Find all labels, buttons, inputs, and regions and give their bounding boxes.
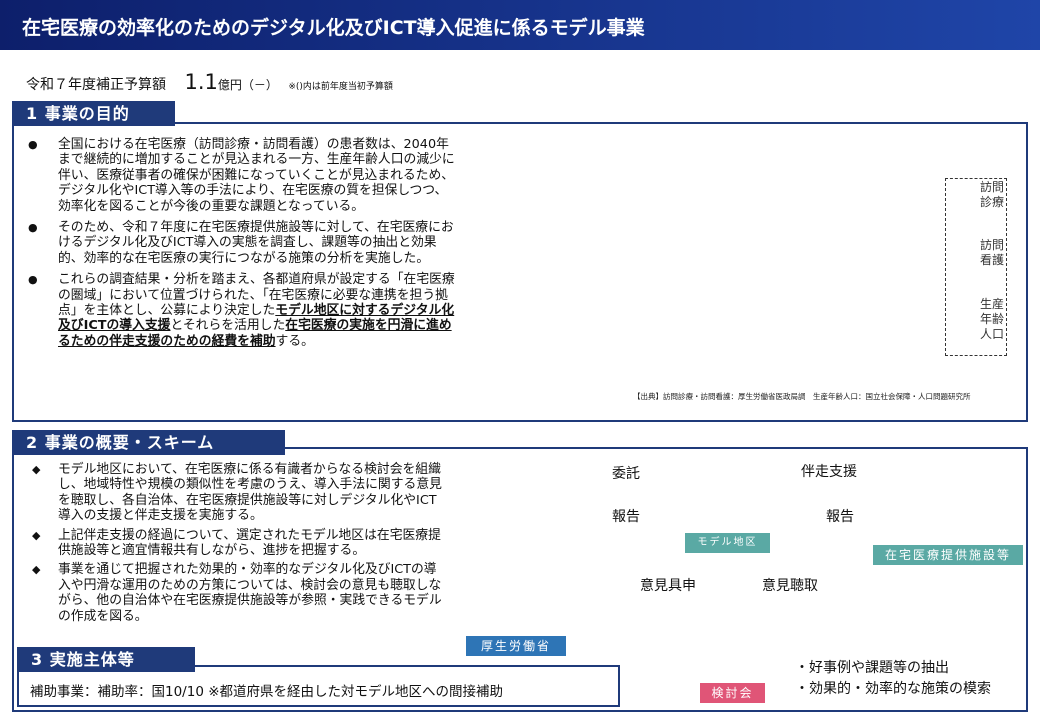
node-label: 検討会 xyxy=(700,683,765,703)
outcome: ・効果的・効率的な施策の模索 xyxy=(795,681,991,697)
arrow-label: 意見具申 xyxy=(640,578,696,594)
bullet-text: これらの調査結果・分析を踏まえ、各都道府県が設定する「在宅医療の圏域」において位… xyxy=(58,272,455,319)
bullet-text: 全国における在宅医療（訪問診療・訪問看護）の患者数は、2040年まで継続的に増加… xyxy=(58,137,455,214)
bullet: そのため、令和７年度に在宅医療提供施設等に対して、在宅医療におけるデジタル化及び… xyxy=(28,220,456,266)
node-label: モデル地区 xyxy=(685,533,770,553)
page-title: 在宅医療の効率化のためのデジタル化及びICT導入促進に係るモデル事業 xyxy=(22,17,645,39)
bullet-text: とそれらを活用した xyxy=(170,318,286,334)
arrow-label: 報告 xyxy=(612,509,640,525)
budget-amount: 1.1 xyxy=(184,70,218,94)
bullet: 上記伴走支援の経過について、選定されたモデル地区は在宅医療提供施設等と適宜情報共… xyxy=(30,528,448,559)
budget-label: 令和７年度補正予算額 xyxy=(26,77,166,93)
node-label: 厚生労働省 xyxy=(466,636,566,656)
arrow-label: 意見聴取 xyxy=(762,578,818,594)
section-heading: 2 事業の概要・スキーム xyxy=(12,430,285,455)
budget: 令和７年度補正予算額 1.1億円（－） ※()内は前年度当初予算額 xyxy=(26,70,393,94)
bullet: 事業を通じて把握された効果的・効率的なデジタル化及びICTの導入や円滑な運用のた… xyxy=(30,562,448,624)
legend xyxy=(945,178,1007,356)
section-box xyxy=(17,665,620,707)
bullet-text: 事業を通じて把握された効果的・効率的なデジタル化及びICTの導入や円滑な運用のた… xyxy=(58,562,442,624)
arrow-label: 報告 xyxy=(826,509,854,525)
legend-label: 訪問看護 xyxy=(980,238,1005,267)
arrow-label: 委託 xyxy=(612,466,640,482)
bullet: モデル地区において、在宅医療に係る有識者からなる検討会を組織し、地域特性や規模の… xyxy=(30,462,448,524)
legend-label: 訪問診療 xyxy=(980,180,1005,209)
arrow-label: 伴走支援 xyxy=(801,464,857,480)
outcome: ・好事例や課題等の抽出 xyxy=(795,660,949,676)
bullet-text: 在宅医療の実施を円滑に進めるための伴走支援のための経費を補助 xyxy=(58,318,452,349)
node-label: 在宅医療提供施設等 xyxy=(873,545,1023,565)
bullet: これらの調査結果・分析を踏まえ、各都道府県が設定する「在宅医療の圏域」において位… xyxy=(28,272,456,349)
section-heading: 3 実施主体等 xyxy=(17,647,195,672)
chart-source: 【出典】訪問診療・訪問看護：厚生労働省医政局調 生産年齢人口：国立社会保障・人口… xyxy=(633,392,971,401)
section-text: 補助事業：補助率：国10/10 ※都道府県を経由した対モデル地区への間接補助 xyxy=(30,684,504,700)
bullet-text: そのため、令和７年度に在宅医療提供施設等に対して、在宅医療におけるデジタル化及び… xyxy=(58,220,454,266)
bullet-list: 全国における在宅医療（訪問診療・訪問看護）の患者数は、2040年まで継続的に増加… xyxy=(28,137,456,355)
bullet-list: モデル地区において、在宅医療に係る有識者からなる検討会を組織し、地域特性や規模の… xyxy=(30,462,448,628)
legend-label: 生産年齢人口 xyxy=(980,297,1005,341)
bullet-text: モデル地区において、在宅医療に係る有識者からなる検討会を組織し、地域特性や規模の… xyxy=(58,462,442,524)
budget-unit: 億円（－） xyxy=(217,78,278,92)
bullet-text: モデル地区に対するデジタル化及びICTの導入支援 xyxy=(58,303,455,334)
bullet-text: する。 xyxy=(275,333,314,349)
outcomes: ・好事例や課題等の抽出 ・効果的・効率的な施策の模索 xyxy=(795,658,991,700)
budget-note: ※()内は前年度当初予算額 xyxy=(288,82,393,92)
header: 在宅医療の効率化のためのデジタル化及びICT導入促進に係るモデル事業 xyxy=(0,0,1040,50)
bullet-text: 上記伴走支援の経過について、選定されたモデル地区は在宅医療提供施設等と適宜情報共… xyxy=(58,527,441,559)
section-heading: 1 事業の目的 xyxy=(12,101,175,126)
bullet: 全国における在宅医療（訪問診療・訪問看護）の患者数は、2040年まで継続的に増加… xyxy=(28,137,456,214)
